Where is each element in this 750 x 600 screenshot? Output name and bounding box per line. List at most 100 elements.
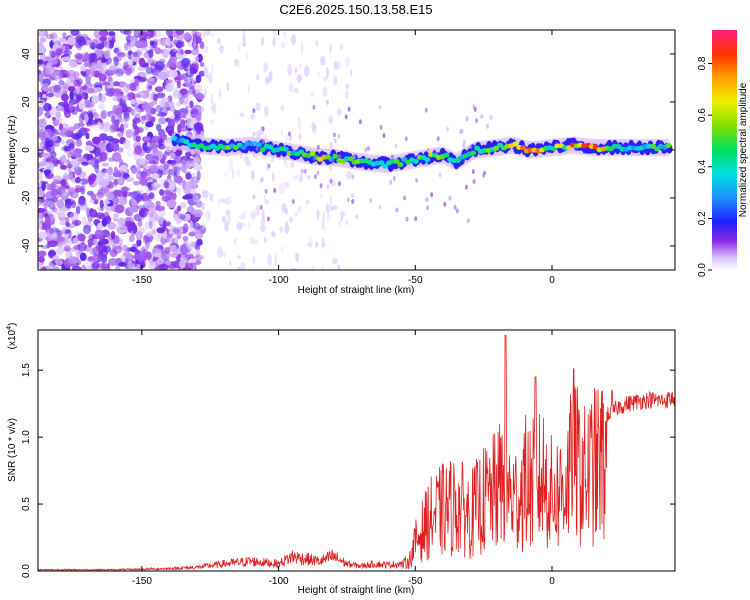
noise-blob [202,222,205,231]
noise-blob [81,128,91,132]
noise-blob [192,178,198,187]
noise-blob [154,233,161,242]
noise-blob [329,43,332,54]
snr-frame [37,329,676,572]
noise-blob [193,37,197,49]
noise-blob [340,210,344,223]
noise-blob [148,216,155,224]
noise-blob [167,118,176,129]
noise-blob [126,147,133,158]
x-tick-label: 0 [549,275,555,286]
noise-blob [261,126,265,132]
snr-y-ticks: 0.0 0.5 1.0 1.5 [21,363,675,578]
noise-blob [311,265,316,270]
noise-blob [145,240,150,250]
noise-blob [120,53,130,61]
noise-blob [98,103,106,110]
noise-blob [129,211,134,217]
noise-blob [156,123,162,132]
signal-blob-core [497,142,503,148]
noise-blob [152,145,158,154]
noise-blob [193,209,203,218]
noise-blob [53,157,59,167]
noise-blob [436,136,440,142]
noise-blob [226,82,230,91]
noise-blob [191,249,195,258]
noise-blob [131,164,138,175]
noise-blob [217,198,221,206]
noise-blob [267,253,272,266]
noise-blob [183,252,191,261]
noise-blob [61,93,69,102]
noise-blob [219,197,226,204]
noise-blob [137,254,144,263]
noise-blob [233,237,237,245]
noise-blob [180,254,186,262]
noise-blob [132,51,138,58]
noise-blob [210,93,213,106]
noise-blob [121,117,128,127]
noise-blob [189,67,198,74]
noise-blob [193,156,201,164]
noise-blob [263,194,266,205]
noise-blob [38,222,43,230]
noise-blob [148,85,153,90]
noise-blob [60,127,70,138]
noise-blob [43,202,49,208]
noise-blob [195,200,203,208]
noise-blob [38,30,46,38]
noise-blob [182,155,188,162]
noise-blob [209,193,214,202]
noise-blob [136,188,144,194]
noise-blob [117,228,127,233]
noise-blob [175,41,185,49]
noise-blob [42,102,51,112]
noise-blob [69,90,74,101]
y-tick-label: 1.0 [21,430,32,444]
noise-blob [117,132,124,138]
noise-blob [192,222,201,230]
noise-blob [138,31,148,40]
noise-blob [123,111,130,119]
noise-blob [291,199,295,204]
noise-blob [378,204,382,210]
noise-blob [133,128,139,137]
noise-blob [287,131,291,137]
noise-blob [191,30,198,39]
noise-blob [127,223,133,232]
noise-blob [204,67,209,79]
noise-blob [165,79,170,85]
noise-blob [91,210,96,216]
noise-blob [145,146,153,151]
snr-y-axis-label: SNR (10 * v/v) [7,418,18,482]
noise-blob [336,108,342,116]
noise-blob [68,255,77,264]
noise-blob [169,152,176,157]
noise-blob [145,231,154,237]
noise-blob [89,247,98,256]
noise-blob [426,147,430,153]
noise-blob [89,42,96,50]
noise-blob [55,48,63,56]
signal-blob-core [454,158,461,163]
noise-blob [122,95,129,101]
noise-blob [290,161,295,168]
noise-blob [245,160,252,167]
noise-blob [238,45,241,52]
snr-x-axis-label: Height of straight line (km) [298,585,415,596]
noise-blob [333,138,337,144]
noise-blob [178,97,184,105]
noise-blob [337,133,341,139]
noise-blob [283,30,286,38]
noise-blob [75,85,81,94]
noise-blob [130,98,136,105]
noise-blob [136,238,142,247]
noise-blob [79,252,87,261]
chart-title: C2E6.2025.150.13.58.E15 [279,2,432,17]
noise-blob [191,39,198,50]
snr-marks [38,334,675,571]
noise-blob [81,161,89,166]
noise-blob [56,185,66,195]
signal-blob-core [493,145,500,151]
